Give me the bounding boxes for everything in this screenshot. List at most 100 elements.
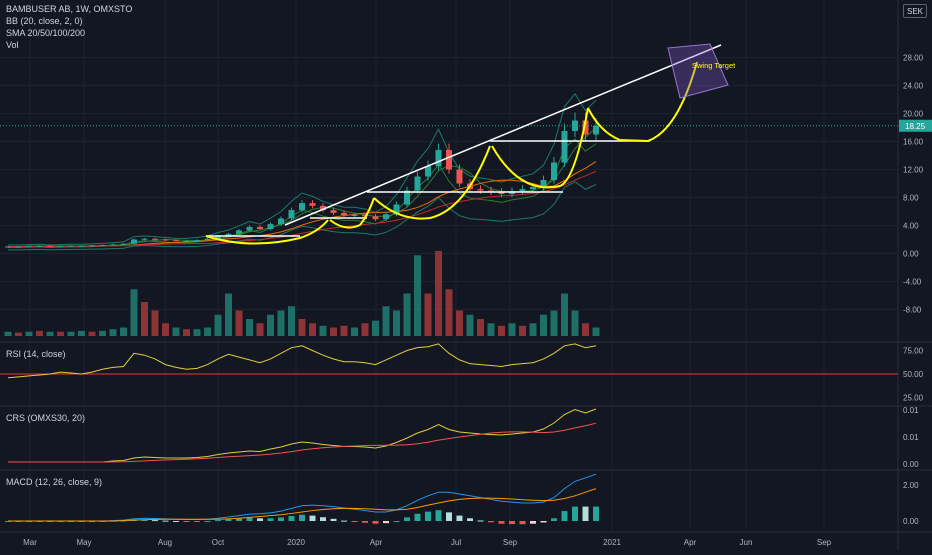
time-axis-label: Mar: [23, 538, 37, 547]
volume-bar: [277, 310, 285, 336]
macd-pane-label[interactable]: MACD (12, 26, close, 9): [6, 477, 103, 487]
time-axis-label: Jun: [740, 538, 753, 547]
volume-bar: [246, 319, 253, 336]
cup-pattern-1: [329, 197, 375, 229]
target-projection: [647, 61, 698, 142]
candle-body: [5, 246, 11, 248]
candle-body: [99, 245, 106, 247]
volume-bar: [235, 310, 243, 336]
volume-bar: [57, 331, 64, 336]
volume-bar: [15, 332, 22, 336]
rsi-pane-label[interactable]: RSI (14, close): [6, 349, 66, 359]
volume-bar: [162, 323, 169, 336]
macd-histogram-bar: [435, 510, 442, 521]
candle-body: [183, 240, 190, 242]
candle-body: [341, 212, 347, 215]
cup-pattern-2: [373, 145, 491, 220]
volume-bar: [550, 310, 558, 336]
candle-body: [593, 125, 599, 135]
indicator-sma-label[interactable]: SMA 20/50/100/200: [6, 28, 86, 38]
macd-histogram-bar: [257, 518, 263, 521]
volume-bar: [361, 323, 369, 336]
volume-bar: [487, 323, 495, 336]
candle-body: [246, 226, 253, 231]
candle-body: [561, 131, 568, 163]
bb-lower-line: [8, 181, 597, 251]
macd-histogram-bar: [509, 521, 515, 525]
rsi-line: [7, 343, 597, 379]
candle-body: [15, 246, 22, 248]
volume-bar: [130, 289, 138, 336]
price-axis-tick: 4.00: [903, 222, 919, 231]
candle-body: [204, 238, 211, 241]
macd-histogram-bar: [362, 521, 368, 523]
candle-body: [540, 180, 547, 187]
target-zone: [667, 43, 729, 99]
candle-body: [320, 205, 326, 211]
macd-histogram-bar: [267, 518, 274, 521]
candle-body: [194, 240, 200, 242]
macd-histogram-bar: [582, 506, 589, 521]
candle-body: [236, 230, 242, 234]
candle-body: [330, 210, 337, 213]
candle-body: [141, 238, 148, 240]
volume-bar: [592, 327, 600, 336]
macd-histogram-bar: [152, 520, 158, 522]
candle-body: [383, 214, 389, 220]
candle-body: [215, 236, 221, 239]
macd-histogram-bar: [215, 520, 221, 522]
time-axis-label: Sep: [817, 538, 832, 547]
rsi-axis-tick: 25.00: [903, 394, 924, 403]
crs-pane-label[interactable]: CRS (OMXS30, 20): [6, 413, 86, 423]
volume-bar: [25, 331, 33, 336]
crs-axis-tick: 0.01: [903, 406, 919, 415]
candle-body: [78, 245, 85, 247]
bb-upper-line: [8, 93, 597, 246]
time-axis-label: Jul: [451, 538, 461, 547]
volume-bar: [151, 310, 159, 336]
macd-histogram-bar: [425, 511, 431, 521]
candle-body: [414, 176, 421, 191]
indicator-bb-label[interactable]: BB (20, close, 2, 0): [6, 16, 83, 26]
macd-histogram-bar: [404, 517, 410, 521]
candle-body: [225, 233, 232, 236]
price-axis-tick: 28.00: [903, 54, 924, 63]
volume-bar: [109, 329, 117, 336]
candle-body: [257, 226, 263, 229]
candle-body: [477, 189, 484, 191]
volume-bar: [372, 320, 379, 336]
volume-bar: [330, 327, 337, 336]
macd-histogram-bar: [446, 512, 452, 521]
candle-body: [110, 244, 116, 246]
macd-histogram-bar: [288, 515, 295, 521]
candle-body: [299, 203, 305, 211]
indicator-vol-label[interactable]: Vol: [6, 40, 19, 50]
rsi-axis-tick: 50.00: [903, 370, 924, 379]
candle-body: [309, 203, 316, 206]
volume-bar: [36, 330, 43, 336]
candle-body: [425, 166, 431, 177]
price-axis-tick: 16.00: [903, 138, 924, 147]
volume-bar: [508, 323, 516, 336]
volume-bar: [319, 325, 327, 336]
candle-body: [278, 218, 284, 225]
macd-histogram-bar: [530, 521, 536, 524]
macd-histogram-bar: [204, 521, 211, 522]
volume-bar: [435, 251, 442, 336]
candle-body: [47, 245, 53, 247]
ascending-trendline: [284, 44, 722, 226]
volume-bar: [340, 325, 348, 336]
macd-histogram-bar: [456, 515, 463, 521]
volume-bar: [582, 323, 589, 336]
time-axis-label: 2021: [603, 538, 621, 547]
volume-bar: [141, 302, 148, 336]
macd-histogram-bar: [309, 515, 316, 521]
volume-bar: [256, 323, 264, 336]
current-price-label: 18.25: [905, 122, 926, 131]
swing-target-label: Swing Target: [692, 61, 736, 70]
volume-bar: [225, 293, 232, 336]
candle-body: [36, 245, 43, 247]
currency-badge[interactable]: SEK: [903, 4, 927, 18]
